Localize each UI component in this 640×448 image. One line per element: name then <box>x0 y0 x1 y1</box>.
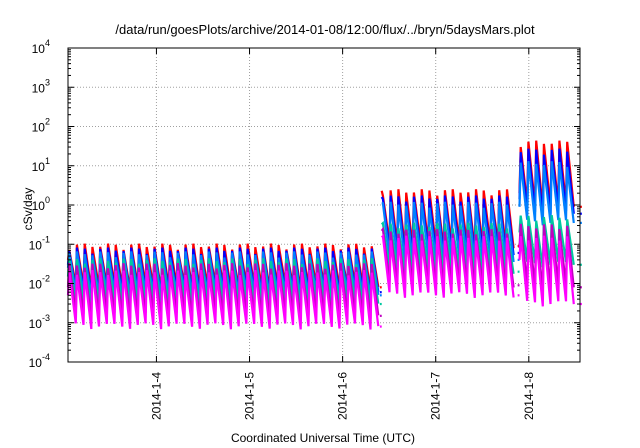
y-tick-exponent: -2 <box>42 274 50 284</box>
y-tick-label: 10-2 <box>29 274 50 292</box>
x-tick-label: 2014-1-6 <box>336 372 350 420</box>
y-tick-exponent: 0 <box>45 195 50 205</box>
series-layer <box>66 140 582 330</box>
y-tick-exponent: 1 <box>45 156 50 166</box>
series-line <box>518 235 575 307</box>
y-tick-exponent: -3 <box>42 313 50 323</box>
y-tick-exponent: 3 <box>45 77 50 87</box>
chart-title: /data/run/goesPlots/archive/2014-01-08/1… <box>115 22 535 37</box>
y-tick-label: 102 <box>32 117 50 135</box>
y-tick-base: 10 <box>32 81 46 95</box>
series-line <box>380 233 515 299</box>
y-tick-base: 10 <box>32 199 46 213</box>
y-tick-label: 100 <box>32 195 50 213</box>
x-tick-labels: 2014-1-4 2014-1-5 2014-1-6 2014-1-7 2014-1-8 <box>149 372 535 420</box>
y-axis-label: cSv/day <box>21 188 35 231</box>
y-tick-base: 10 <box>29 238 43 252</box>
y-tick-base: 10 <box>29 317 43 331</box>
y-tick-exponent: -4 <box>42 352 50 362</box>
y-tick-base: 10 <box>32 121 46 135</box>
y-tick-base: 10 <box>32 42 46 56</box>
y-tick-label: 10-4 <box>29 352 50 370</box>
x-tick-label: 2014-1-8 <box>522 372 536 420</box>
y-tick-base: 10 <box>29 278 43 292</box>
plot-frame <box>67 47 581 363</box>
x-tick-label: 2014-1-7 <box>429 372 443 420</box>
y-tick-exponent: 4 <box>45 38 50 48</box>
y-tick-label: 103 <box>32 77 50 95</box>
series-line <box>518 160 575 226</box>
x-tick-label: 2014-1-4 <box>149 372 163 420</box>
x-tick-label: 2014-1-5 <box>243 372 257 420</box>
axes <box>67 47 581 363</box>
y-tick-base: 10 <box>32 160 46 174</box>
series-line <box>66 269 380 330</box>
y-tick-label: 10-1 <box>29 234 50 252</box>
y-tick-exponent: -1 <box>42 234 50 244</box>
y-tick-base: 10 <box>29 356 43 370</box>
y-tick-exponent: 2 <box>45 117 50 127</box>
x-axis-label: Coordinated Universal Time (UTC) <box>231 431 415 445</box>
y-tick-label: 101 <box>32 156 50 174</box>
y-tick-label: 104 <box>32 38 50 56</box>
y-tick-label: 10-3 <box>29 313 50 331</box>
